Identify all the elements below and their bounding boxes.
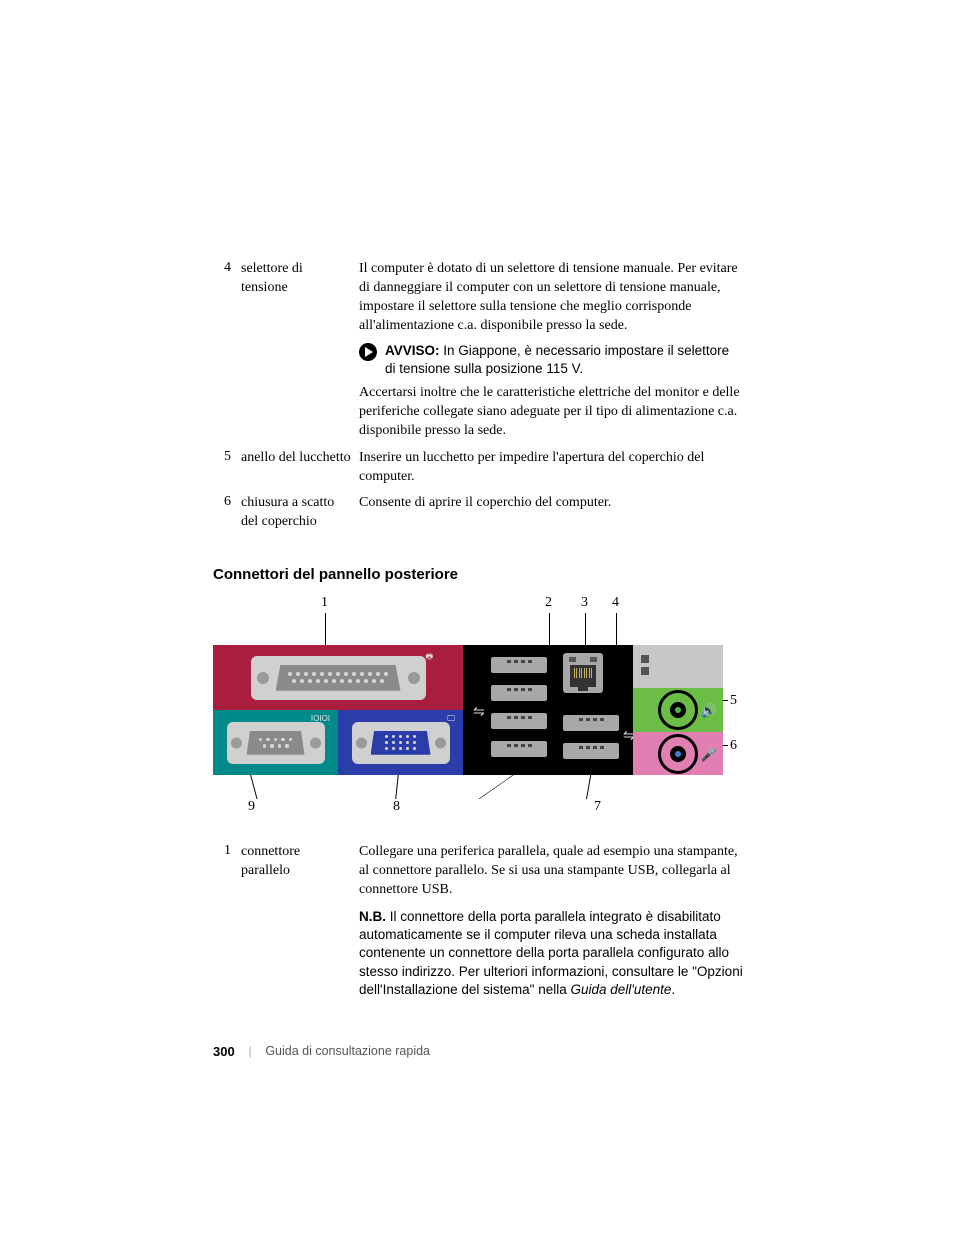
item-number: 6 xyxy=(213,494,241,540)
desc-text-2: Accertarsi inoltre che le caratteristich… xyxy=(359,384,743,441)
footer-title: Guida di consultazione rapida xyxy=(265,1044,430,1058)
nb-body: Il connettore della porta parallela inte… xyxy=(359,909,743,997)
rear-panel-diagram: 1 2 3 4 5 6 7 8 9 xyxy=(213,595,723,825)
parallel-port xyxy=(251,656,426,700)
callout-1: 1 xyxy=(321,595,328,611)
item-term: selettore di tensione xyxy=(241,260,359,449)
usb-stack-left xyxy=(491,657,547,757)
line-in-jack xyxy=(658,734,698,774)
table-row: 4 selettore di tensione Il computer è do… xyxy=(213,260,743,449)
line-out-panel: 🔊 xyxy=(633,688,723,732)
serial-port xyxy=(227,722,325,764)
usb-port xyxy=(491,685,547,701)
item-number: 1 xyxy=(213,843,241,1007)
vga-port-inner xyxy=(371,731,431,755)
serial-label: IOIOI xyxy=(311,714,330,723)
item-description: Inserire un lucchetto per impedire l'ape… xyxy=(359,449,743,495)
table-row: 5 anello del lucchetto Inserire un lucch… xyxy=(213,449,743,495)
item-term: chiusura a scatto del coperchio xyxy=(241,494,359,540)
item-description: Collegare una periferica parallela, qual… xyxy=(359,843,743,1007)
link-indicator-icon xyxy=(641,655,649,663)
page-footer: 300 | Guida di consultazione rapida xyxy=(213,1043,743,1059)
page-number: 300 xyxy=(213,1044,235,1059)
avviso-block: AVVISO: In Giappone, è necessario impost… xyxy=(359,342,743,378)
monitor-icon: 🖵 xyxy=(447,714,455,724)
section-heading: Connettori del pannello posteriore xyxy=(213,566,743,583)
callout-5: 5 xyxy=(730,693,737,709)
serial-port-inner xyxy=(247,731,305,755)
item-number: 4 xyxy=(213,260,241,449)
link-panel xyxy=(633,645,723,688)
ethernet-jack xyxy=(570,665,596,687)
vga-panel: 🖵 xyxy=(338,710,463,775)
avviso-text: AVVISO: In Giappone, è necessario impost… xyxy=(385,342,743,378)
table-row: 1 connettore parallelo Collegare una per… xyxy=(213,843,743,1007)
usb-port xyxy=(491,741,547,757)
mic-icon: 🎤 xyxy=(701,747,717,763)
item-description: Il computer è dotato di un selettore di … xyxy=(359,260,743,449)
item-term: connettore parallelo xyxy=(241,843,359,1007)
desc-text: Il computer è dotato di un selettore di … xyxy=(359,260,743,336)
nb-label: N.B. xyxy=(359,909,386,924)
callout-4: 4 xyxy=(612,595,619,611)
definition-table-top: 4 selettore di tensione Il computer è do… xyxy=(213,260,743,540)
parallel-panel: 🖶 xyxy=(213,645,463,710)
callout-8: 8 xyxy=(393,799,400,815)
item-term: anello del lucchetto xyxy=(241,449,359,495)
usb-port xyxy=(563,715,619,731)
mic-panel: 🎤 xyxy=(633,732,723,775)
serial-panel: IOIOI xyxy=(213,710,338,775)
usb-port xyxy=(563,743,619,759)
item-description: Consente di aprire il coperchio del comp… xyxy=(359,494,743,540)
usb-port xyxy=(491,657,547,673)
callout-9: 9 xyxy=(248,799,255,815)
callout-6: 6 xyxy=(730,738,737,754)
item-number: 5 xyxy=(213,449,241,495)
usb-icon: ⇋ xyxy=(473,703,485,720)
rear-panel: 🖶 IOIOI xyxy=(213,645,723,775)
printer-icon: 🖶 xyxy=(425,651,433,665)
desc-text: Collegare una periferica parallela, qual… xyxy=(359,843,743,900)
footer-separator: | xyxy=(249,1043,252,1059)
nb-tail: . xyxy=(671,982,675,997)
callout-2: 2 xyxy=(545,595,552,611)
notice-arrow-icon xyxy=(359,343,377,361)
ethernet-led xyxy=(590,657,597,662)
vga-port xyxy=(352,722,450,764)
line-out-jack xyxy=(658,690,698,730)
callout-3: 3 xyxy=(581,595,588,611)
usb-port xyxy=(491,713,547,729)
usb-stack-right xyxy=(563,715,619,759)
ethernet-port xyxy=(563,653,603,693)
nb-italic: Guida dell'utente xyxy=(571,982,672,997)
definition-table-bottom: 1 connettore parallelo Collegare una per… xyxy=(213,843,743,1007)
link-indicator-icon xyxy=(641,667,649,675)
usb-eth-panel: ⇋ ⇋ xyxy=(463,645,633,775)
speaker-icon: 🔊 xyxy=(701,703,717,719)
parallel-port-inner xyxy=(276,665,401,691)
callout-7: 7 xyxy=(594,799,601,815)
nb-block: N.B. Il connettore della porta parallela… xyxy=(359,908,743,999)
avviso-label: AVVISO: xyxy=(385,343,440,358)
ethernet-led xyxy=(569,657,576,662)
page-content: 4 selettore di tensione Il computer è do… xyxy=(213,260,743,1007)
table-row: 6 chiusura a scatto del coperchio Consen… xyxy=(213,494,743,540)
